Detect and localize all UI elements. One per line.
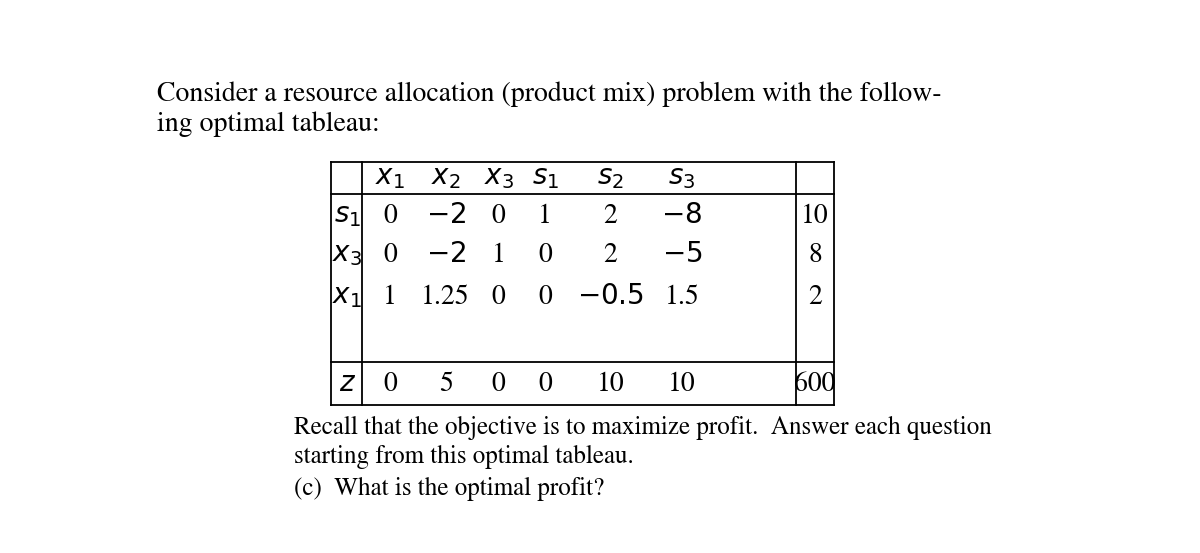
Text: 0: 0 [383, 243, 397, 268]
Text: 2: 2 [604, 204, 617, 229]
Text: Recall that the objective is to maximize profit.  Answer each question: Recall that the objective is to maximize… [294, 415, 992, 440]
Text: $-5$: $-5$ [661, 243, 702, 268]
Text: $z$: $z$ [338, 372, 355, 397]
Text: 2: 2 [604, 243, 617, 268]
Text: $-2$: $-2$ [426, 243, 466, 268]
Text: 1.5: 1.5 [665, 285, 700, 310]
Text: $s_1$: $s_1$ [334, 204, 361, 229]
Text: $x_1$: $x_1$ [376, 166, 404, 191]
Text: 2: 2 [808, 285, 822, 310]
Text: 1.25: 1.25 [421, 285, 470, 310]
Text: 0: 0 [539, 285, 552, 310]
Text: 8: 8 [808, 243, 822, 268]
Text: 10: 10 [596, 372, 624, 397]
Text: $x_1$: $x_1$ [332, 285, 362, 310]
Text: 10: 10 [802, 204, 829, 229]
Text: $x_3$: $x_3$ [332, 243, 362, 268]
Text: 1: 1 [492, 243, 505, 268]
Text: starting from this optimal tableau.: starting from this optimal tableau. [294, 445, 634, 469]
Text: $s_2$: $s_2$ [596, 166, 624, 191]
Text: 1: 1 [539, 204, 552, 229]
Text: $-8$: $-8$ [661, 204, 702, 229]
Text: 10: 10 [668, 372, 696, 397]
Text: ing optimal tableau:: ing optimal tableau: [157, 111, 380, 137]
Text: 600: 600 [794, 372, 835, 397]
Text: 5: 5 [439, 372, 452, 397]
Text: (c)  What is the optimal profit?: (c) What is the optimal profit? [294, 477, 605, 502]
Text: 0: 0 [492, 372, 505, 397]
Text: 0: 0 [539, 372, 552, 397]
Text: 0: 0 [492, 285, 505, 310]
Text: 0: 0 [383, 372, 397, 397]
Text: $-0.5$: $-0.5$ [577, 285, 644, 310]
Text: 0: 0 [492, 204, 505, 229]
Text: $-2$: $-2$ [426, 204, 466, 229]
Text: $x_2$: $x_2$ [431, 166, 461, 191]
Text: $x_3$: $x_3$ [484, 166, 514, 191]
Text: 0: 0 [539, 243, 552, 268]
Text: $s_3$: $s_3$ [668, 166, 696, 191]
Text: Consider a resource allocation (product mix) problem with the follow-: Consider a resource allocation (product … [157, 81, 942, 107]
Text: $s_1$: $s_1$ [532, 166, 559, 191]
Text: 1: 1 [383, 285, 397, 310]
Text: 0: 0 [383, 204, 397, 229]
